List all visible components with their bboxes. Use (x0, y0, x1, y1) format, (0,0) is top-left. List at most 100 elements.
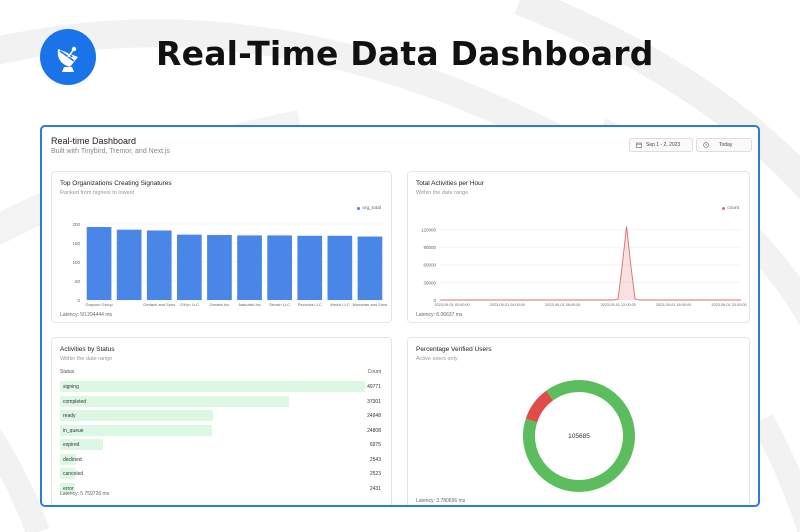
today-label: Today (719, 142, 733, 148)
donut-center-value: 105685 (568, 433, 590, 440)
latency-label: Latency: 6.06637 ms (416, 312, 463, 318)
y-tick-label: 200 (72, 222, 80, 227)
table-row: signing 49771 (60, 381, 383, 392)
status-count: 6975 (369, 442, 381, 448)
status-count: 2543 (369, 456, 381, 463)
bar (267, 235, 292, 300)
series-line-count (440, 226, 741, 301)
status-bar (60, 482, 75, 494)
pie-slice (523, 380, 635, 492)
bar-chart: 0 50 100 150 200 Grayson Group Gerlach and Son… (72, 222, 388, 307)
status-bar (60, 424, 213, 436)
x-tick-label: Jaskolski Inc (238, 302, 261, 307)
status-label: ready (63, 413, 76, 419)
card-subtitle: Ranked from highest to lowest (60, 190, 134, 196)
legend-label: org_total (362, 206, 381, 211)
table-row: error 2431 (60, 482, 383, 494)
y-tick-label: 150 (72, 241, 80, 246)
page-title: Real-Time Data Dashboard (156, 34, 654, 73)
y-tick-label: 30000 (423, 280, 436, 285)
card-top-organizations: Top Organizations Creating Signatures Ra… (51, 171, 392, 323)
dashboard-subtitle: Built with Tinybird, Tremor, and Next.js (51, 148, 171, 155)
donut-chart: 105685 (523, 380, 635, 492)
line-chart: 0 30000 60000 90000 120000 2023-09-01 00:00:0… (421, 226, 747, 307)
x-tick-label: Pacocha LLC (298, 302, 322, 307)
y-tick-label: 0 (433, 298, 436, 303)
chart-legend: count (722, 206, 739, 211)
card-activities-by-status: Activities by Status Within the date ran… (51, 337, 392, 505)
pie-slice (525, 390, 554, 423)
card-subtitle: Within the date range (60, 356, 113, 362)
status-count: 24808 (367, 427, 381, 434)
x-tick-label: 2023-09-01 16:00:00 (656, 303, 691, 307)
status-label: declined (63, 456, 82, 463)
table-row: declined 2543 (60, 453, 383, 465)
status-count: 2431 (369, 485, 381, 492)
x-tick-label: Welch LLC (330, 302, 350, 307)
card-percentage-verified: Percentage Verified Users Active users o… (407, 337, 750, 505)
card-subtitle: Within the date range (416, 190, 469, 196)
y-tick-label: 90000 (423, 245, 436, 250)
latency-label: Latency: 5.759726 ms (60, 491, 110, 497)
x-tick-label: Monahan and Sons (353, 302, 388, 307)
x-tick-label: 2023-09-01 00:00:00 (434, 303, 469, 307)
bar (327, 235, 353, 300)
bar (237, 235, 262, 300)
legend-swatch (722, 207, 726, 210)
x-tick-label: 2023-09-01 04:00:00 (490, 303, 525, 307)
bar (146, 230, 172, 300)
bar (207, 235, 232, 300)
bar (116, 229, 142, 300)
dashboard-frame: Real-time Dashboard Built with Tinybird,… (40, 125, 760, 507)
dashboard-title: Real-time Dashboard (51, 136, 137, 146)
status-count: 24948 (367, 413, 381, 419)
date-range-label: Sep 1 - 2, 2023 (646, 142, 681, 148)
card-subtitle: Active users only (416, 356, 458, 362)
bar (177, 234, 202, 300)
x-tick-label: 2023-09-01 12:00:00 (601, 303, 636, 307)
latency-label: Latency: 50.294444 ms (60, 312, 112, 318)
status-bar (60, 453, 76, 465)
satellite-dish-icon (57, 46, 78, 72)
today-button[interactable]: Today (696, 138, 752, 152)
x-tick-label: Strosin LLC (269, 302, 290, 307)
card-title: Percentage Verified Users (416, 346, 492, 353)
table-row: completed 37301 (60, 395, 383, 407)
column-header-status: Status (60, 369, 75, 375)
bar (86, 227, 112, 300)
x-tick-label: Daniels Inc (210, 302, 230, 307)
y-tick-label: 120000 (421, 228, 437, 233)
status-label: canceled (63, 471, 84, 477)
status-bar (60, 439, 103, 450)
latency-label: Latency: 3.780656 ms (416, 498, 466, 504)
legend-swatch (357, 207, 361, 210)
table-row: ready 24948 (60, 410, 383, 421)
status-bar (60, 395, 289, 407)
status-label: expired (63, 442, 80, 448)
series-area-count (440, 226, 741, 300)
bar (297, 235, 323, 300)
status-label: in_queue (63, 427, 84, 434)
x-tick-label: Gerlach and Sons (143, 302, 175, 307)
status-count: 37301 (367, 398, 381, 405)
chart-legend: org_total (357, 206, 381, 211)
bar (357, 236, 383, 300)
date-range-picker[interactable]: Sep 1 - 2, 2023 (629, 138, 693, 152)
calendar-icon (636, 142, 642, 148)
table-row: expired 6975 (60, 439, 383, 450)
card-title: Activities by Status (60, 346, 115, 353)
y-tick-label: 0 (77, 298, 80, 303)
y-tick-label: 50 (75, 279, 81, 284)
x-tick-label: 2023-09-01 08:00:00 (545, 303, 580, 307)
card-title: Top Organizations Creating Signatures (60, 180, 172, 187)
card-title: Total Activities per Hour (416, 180, 484, 187)
status-label: error (63, 485, 74, 492)
legend-label: count (727, 206, 739, 211)
logo (40, 29, 96, 85)
x-tick-label: Grayson Group (85, 302, 113, 307)
status-bar (60, 381, 365, 392)
x-tick-label: O'Kon LLC (180, 302, 200, 307)
y-tick-label: 60000 (423, 263, 436, 268)
status-count: 49771 (367, 384, 381, 390)
x-tick-label: 2023-09-01 20:00:00 (711, 303, 746, 307)
